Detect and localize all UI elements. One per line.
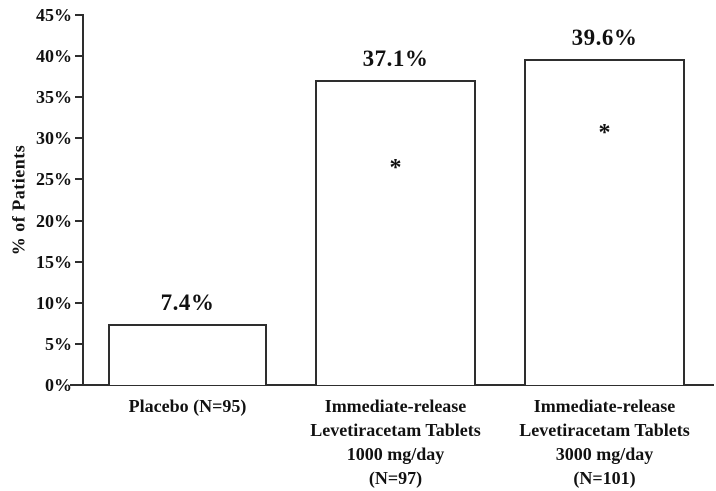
x-category-label-line: Levetiracetam Tablets — [519, 420, 690, 440]
x-category-label: Immediate-release Levetiracetam Tablets 30… — [487, 394, 716, 490]
x-category-label-line: (N=101) — [573, 468, 636, 488]
y-axis-line — [82, 14, 84, 386]
bar-value-label: 7.4% — [160, 290, 215, 316]
y-tick-mark — [75, 137, 82, 140]
y-tick-mark — [75, 260, 82, 263]
x-category-label-line: (N=97) — [368, 468, 423, 488]
bar — [315, 79, 476, 385]
y-tick-label: 40% — [36, 46, 72, 67]
y-tick-mark — [75, 342, 82, 345]
y-tick-label: 0% — [45, 375, 72, 395]
significance-asterisk: * — [598, 120, 611, 147]
y-tick-mark — [75, 14, 82, 16]
y-tick-label: 30% — [36, 128, 72, 149]
bar-value-label: 39.6% — [571, 25, 638, 51]
x-category-label-line: Immediate-release — [324, 396, 467, 416]
bar — [524, 59, 685, 385]
y-tick-mark — [75, 178, 82, 181]
x-category-label-line: Placebo (N=95) — [128, 396, 247, 416]
significance-asterisk: * — [389, 154, 402, 181]
y-tick-mark — [75, 55, 82, 58]
x-category-label-line: 1000 mg/day — [346, 444, 445, 464]
x-category-label: Placebo (N=95) — [70, 394, 306, 418]
x-category-label-line: 3000 mg/day — [555, 444, 654, 464]
y-tick-mark — [75, 96, 82, 99]
bar — [108, 324, 267, 385]
y-tick-label: 10% — [36, 292, 72, 313]
y-tick-label: 20% — [36, 210, 72, 231]
x-category-label: Immediate-release Levetiracetam Tablets 10… — [278, 394, 514, 490]
y-axis-title: % of Patients — [8, 144, 29, 256]
y-tick-mark — [75, 384, 82, 386]
x-category-label-line: Immediate-release — [533, 396, 676, 416]
bar-value-label: 37.1% — [362, 45, 429, 71]
y-tick-label: 45% — [36, 5, 72, 25]
y-tick-label: 25% — [36, 169, 72, 190]
x-axis-line — [70, 384, 714, 386]
y-tick-label: 5% — [45, 333, 72, 354]
y-tick-label: 35% — [36, 87, 72, 108]
y-tick-mark — [75, 219, 82, 222]
x-category-label-line: Levetiracetam Tablets — [310, 420, 481, 440]
y-tick-label: 15% — [36, 251, 72, 272]
y-tick-mark — [75, 301, 82, 304]
